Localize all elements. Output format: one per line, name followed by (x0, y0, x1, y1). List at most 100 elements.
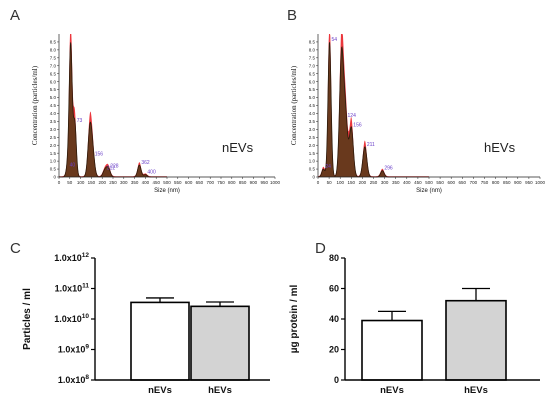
x-tick-label: 950 (260, 180, 268, 185)
y-tick-label: 8.5 (50, 40, 57, 45)
y-tick-label: 4.0 (309, 111, 316, 116)
panel-b: B 0 50 100 150 200 250 300 350 400 450 500 550 600 650… (287, 7, 546, 194)
x-tick-label: 600 (185, 180, 193, 185)
x-tick-label: 750 (217, 180, 225, 185)
y-tick-label: 7.0 (50, 63, 57, 68)
y-tick-label: 3.5 (50, 119, 57, 124)
x-tick-label: 700 (206, 180, 214, 185)
y-tick-label: 5.0 (50, 95, 57, 100)
x-tick-label: 350 (131, 180, 139, 185)
y-tick-label: 3.0 (309, 127, 316, 132)
peak-label: 124 (348, 113, 357, 119)
bar (361, 319, 423, 381)
y-tick-exponent: 9 (85, 344, 89, 351)
x-tick-label: 250 (109, 180, 117, 185)
x-tick-label: 1000 (535, 180, 546, 185)
y-tick-label: 6.0 (50, 79, 57, 84)
y-tick-label: 1.0x1012 (54, 252, 89, 263)
y-tick-exponent: 8 (85, 374, 89, 381)
y-tick-label: 7.5 (50, 55, 57, 60)
y-axis-title: Concentration (particles/ml) (31, 65, 39, 145)
x-axis-title: Size (nm) (154, 188, 180, 194)
y-tick-exponent: 11 (82, 283, 89, 290)
x-tick-label: 150 (348, 180, 356, 185)
peak-label: 228 (110, 163, 119, 169)
y-tick-label: 6.5 (309, 71, 316, 76)
panel-letter: B (287, 7, 297, 24)
x-tick-label: 550 (174, 180, 182, 185)
y-tick-base: 1.0x10 (58, 345, 86, 355)
peak-label: 212 (107, 166, 116, 172)
y-tick-base: 1.0x10 (58, 375, 86, 385)
error-band (318, 34, 429, 177)
peak-label: 24 (325, 164, 331, 170)
y-tick-label: 1.5 (309, 151, 316, 156)
category-label: nEVs (148, 385, 172, 396)
x-tick-label: 0 (317, 180, 320, 185)
x-tick-label: 800 (228, 180, 236, 185)
x-axis-title: Size (nm) (416, 188, 442, 194)
x-tick-label: 600 (447, 180, 455, 185)
x-tick-label: 300 (120, 180, 128, 185)
panel-a: A0 50 100 150 200 250 300 350 400 450 500 550 600 650… (10, 7, 281, 194)
x-tick-label: 250 (370, 180, 378, 185)
x-tick-label: 550 (436, 180, 444, 185)
inset-label: hEVs (484, 140, 516, 155)
y-tick-label: 7.0 (309, 63, 316, 68)
y-tick-label: 0.5 (50, 167, 57, 172)
bar (445, 299, 507, 381)
x-tick-label: 50 (67, 180, 73, 185)
panel-letter: C (10, 240, 21, 257)
y-tick-label: 2.5 (309, 135, 316, 140)
y-tick-label: 1.0 (309, 159, 316, 164)
x-tick-label: 450 (152, 180, 160, 185)
y-tick-label: 60 (329, 284, 339, 294)
y-tick-label: 8.0 (309, 47, 316, 52)
y-tick-label: 1.0x109 (58, 344, 90, 355)
y-tick-label: 40 (329, 314, 339, 324)
x-tick-label: 100 (77, 180, 85, 185)
bar (190, 305, 250, 381)
y-tick-label: 8.5 (309, 40, 316, 45)
y-tick-label: 3.0 (50, 127, 57, 132)
x-tick-label: 850 (239, 180, 247, 185)
peak-label: 400 (147, 170, 156, 176)
x-tick-label: 650 (459, 180, 467, 185)
category-label: nEVs (380, 385, 404, 396)
panel-letter: D (315, 240, 326, 257)
x-tick-label: 100 (336, 180, 344, 185)
peak-label: 156 (353, 123, 362, 129)
mean-area (59, 42, 167, 177)
x-tick-label: 500 (163, 180, 171, 185)
x-tick-label: 50 (327, 180, 333, 185)
x-tick-label: 350 (392, 180, 400, 185)
distribution-line (317, 42, 429, 178)
peak-label: 156 (95, 151, 104, 157)
y-tick-label: 0 (334, 375, 339, 385)
y-tick-label: 4.5 (309, 103, 316, 108)
x-tick-label: 500 (425, 180, 433, 185)
y-tick-label: 80 (329, 253, 339, 263)
y-tick-label: 0 (312, 175, 315, 180)
x-tick-label: 650 (196, 180, 204, 185)
x-tick-label: 200 (98, 180, 106, 185)
y-tick-exponent: 10 (82, 313, 90, 320)
x-tick-label: 400 (142, 180, 150, 185)
x-tick-label: 700 (470, 180, 478, 185)
x-tick-label: 850 (503, 180, 511, 185)
y-tick-label: 2.0 (309, 143, 316, 148)
peak-label: 54 (332, 37, 338, 43)
y-tick-label: 5.0 (309, 95, 316, 100)
y-tick-label: 2.5 (50, 135, 57, 140)
x-tick-label: 900 (514, 180, 522, 185)
x-tick-label: 750 (481, 180, 489, 185)
y-tick-label: 5.5 (309, 87, 316, 92)
panel-letter: A (10, 7, 20, 24)
peak-label: 296 (384, 166, 393, 172)
y-tick-label: 2.0 (50, 143, 57, 148)
category-label: hEVs (208, 385, 232, 396)
y-tick-label: 1.0x1010 (54, 313, 89, 324)
